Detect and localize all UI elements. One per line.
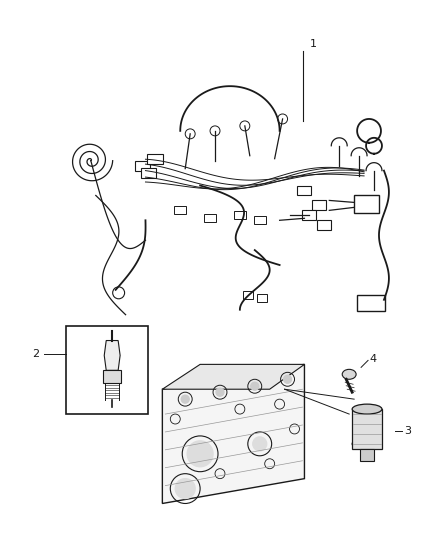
Polygon shape [104, 341, 120, 370]
Circle shape [251, 382, 259, 390]
Bar [66, 326, 148, 414]
Bar [297, 185, 311, 196]
Bar [243, 291, 253, 299]
Bar [360, 449, 374, 461]
Circle shape [181, 395, 189, 403]
Circle shape [175, 479, 195, 498]
Circle shape [216, 388, 224, 396]
Bar [352, 409, 382, 449]
Circle shape [187, 441, 213, 467]
Bar [257, 294, 267, 302]
Bar [148, 154, 163, 164]
Circle shape [253, 437, 267, 451]
Circle shape [283, 375, 292, 383]
Text: 1: 1 [309, 39, 316, 50]
Ellipse shape [352, 404, 382, 414]
Bar [141, 168, 156, 177]
Bar [357, 295, 385, 311]
Bar [234, 212, 246, 219]
Bar [318, 220, 331, 230]
Ellipse shape [342, 369, 356, 379]
Text: 3: 3 [404, 426, 411, 436]
Bar [303, 211, 316, 220]
Polygon shape [162, 365, 304, 504]
Bar [312, 200, 326, 211]
Ellipse shape [352, 438, 382, 450]
Bar [254, 216, 266, 224]
Bar [204, 214, 216, 222]
Polygon shape [103, 370, 121, 383]
Bar [134, 160, 150, 171]
Text: 2: 2 [32, 350, 40, 359]
Polygon shape [162, 365, 304, 389]
Text: 4: 4 [369, 354, 376, 365]
Bar [174, 206, 186, 214]
Bar [354, 196, 379, 213]
